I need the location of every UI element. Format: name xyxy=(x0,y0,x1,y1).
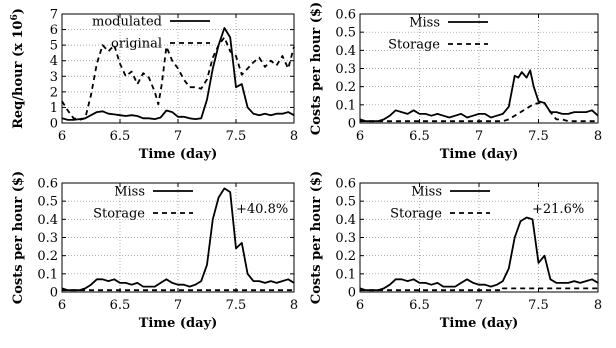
x-tick-label: 8 xyxy=(290,129,298,144)
annotation: +21.6% xyxy=(532,202,584,217)
legend: Miss Storage xyxy=(388,16,488,53)
x-tick-label: 8 xyxy=(594,298,602,313)
chart-3: 0 0.1 0.2 0.3 0.4 0.5 0.6 6 6.5 7 7.5 8 Time (day) Co… xyxy=(11,171,298,331)
y-tick-label: 0 xyxy=(348,286,356,301)
x-tick-label: 6 xyxy=(356,298,364,313)
y-tick-label: 0.5 xyxy=(37,195,58,210)
legend-label-original: original xyxy=(111,37,162,52)
y-tick-label: 5 xyxy=(50,39,58,54)
x-axis-label: Time (day) xyxy=(139,316,218,331)
legend: Miss Storage xyxy=(390,185,490,222)
y-tick-label: 6 xyxy=(50,23,58,38)
x-tick-label: 6 xyxy=(58,129,66,144)
legend-label-miss: Miss xyxy=(409,16,440,31)
x-tick-label: 7.5 xyxy=(528,298,549,313)
y-tick-label: 0.4 xyxy=(37,213,58,228)
y-tick-label: 0.2 xyxy=(335,249,356,264)
series-line-miss xyxy=(359,69,599,123)
y-axis-label: Costs per hour ($) xyxy=(11,171,26,304)
y-tick-label: 0.3 xyxy=(335,62,356,77)
annotation: +40.8% xyxy=(236,202,288,217)
y-tick-label: 4 xyxy=(50,54,58,69)
x-tick-label: 7 xyxy=(174,129,182,144)
y-axis-label-main: Req/hour (x 10 xyxy=(11,21,26,129)
x-axis-label: Time (day) xyxy=(440,147,519,162)
x-tick-label: 7.5 xyxy=(528,129,549,144)
series-line-original xyxy=(61,36,295,121)
y-axis-label-exponent: 6 xyxy=(10,14,20,20)
series-line-storage xyxy=(360,287,598,292)
x-tick-label: 7 xyxy=(475,298,483,313)
y-tick-label: 0.1 xyxy=(37,267,58,282)
x-axis-label: Time (day) xyxy=(139,147,218,162)
grid xyxy=(62,183,294,292)
series-line-miss xyxy=(61,187,295,292)
x-tick-label: 6 xyxy=(356,129,364,144)
y-axis-label: Costs per hour ($) xyxy=(309,2,324,135)
legend: Miss Storage xyxy=(93,185,193,222)
grid xyxy=(360,183,598,292)
y-tick-label: 0.4 xyxy=(335,213,356,228)
y-tick-label: 0.3 xyxy=(37,231,58,246)
y-axis-label: Costs per hour ($) xyxy=(309,171,324,304)
grid xyxy=(360,14,598,123)
y-tick-label: 0.6 xyxy=(335,177,356,192)
y-tick-label: 0.5 xyxy=(335,26,356,41)
chart-2: 0 0.1 0.2 0.3 0.4 0.5 0.6 6 6.5 7 7.5 8 Time (day) Co… xyxy=(309,2,602,162)
legend-label-storage: Storage xyxy=(390,207,442,222)
x-tick-label: 7.5 xyxy=(226,129,247,144)
x-tick-label: 6.5 xyxy=(409,298,430,313)
y-tick-label: 0 xyxy=(348,117,356,132)
series-line-modulated xyxy=(61,27,295,121)
legend: modulated original xyxy=(92,15,210,52)
y-tick-label: 0.5 xyxy=(335,195,356,210)
y-tick-label: 0.6 xyxy=(37,177,58,192)
y-tick-label: 2 xyxy=(50,85,58,100)
y-tick-label: 0.4 xyxy=(335,44,356,59)
legend-label-miss: Miss xyxy=(411,185,442,200)
x-tick-label: 6.5 xyxy=(409,129,430,144)
y-tick-label: 7 xyxy=(50,8,58,23)
legend-label-modulated: modulated xyxy=(92,15,162,30)
series-line-miss xyxy=(359,216,599,292)
y-tick-label: 0 xyxy=(50,117,58,132)
x-tick-label: 6.5 xyxy=(110,298,131,313)
x-tick-label: 8 xyxy=(290,298,298,313)
legend-label-miss: Miss xyxy=(114,185,145,200)
x-tick-label: 6 xyxy=(58,298,66,313)
legend-label-storage: Storage xyxy=(93,207,145,222)
y-tick-label: 3 xyxy=(50,70,58,85)
y-axis-label-close: ) xyxy=(11,8,26,14)
x-tick-label: 7 xyxy=(475,129,483,144)
y-tick-label: 0 xyxy=(50,286,58,301)
x-tick-label: 6.5 xyxy=(110,129,131,144)
y-tick-label: 0.3 xyxy=(335,231,356,246)
chart-4: 0 0.1 0.2 0.3 0.4 0.5 0.6 6 6.5 7 7.5 8 Time (day) Co… xyxy=(309,171,602,331)
y-tick-label: 0.1 xyxy=(335,267,356,282)
x-tick-label: 8 xyxy=(594,129,602,144)
x-axis-label: Time (day) xyxy=(440,316,519,331)
y-tick-label: 0.2 xyxy=(335,80,356,95)
y-tick-label: 1 xyxy=(50,101,58,116)
y-tick-label: 0.1 xyxy=(335,98,356,113)
x-tick-label: 7 xyxy=(174,298,182,313)
y-tick-label: 0.2 xyxy=(37,249,58,264)
series-line-storage xyxy=(360,102,598,123)
y-axis-label: Req/hour (x 106) xyxy=(10,8,26,129)
legend-label-storage: Storage xyxy=(388,38,440,53)
x-tick-label: 7.5 xyxy=(226,298,247,313)
y-tick-label: 0.6 xyxy=(335,8,356,23)
